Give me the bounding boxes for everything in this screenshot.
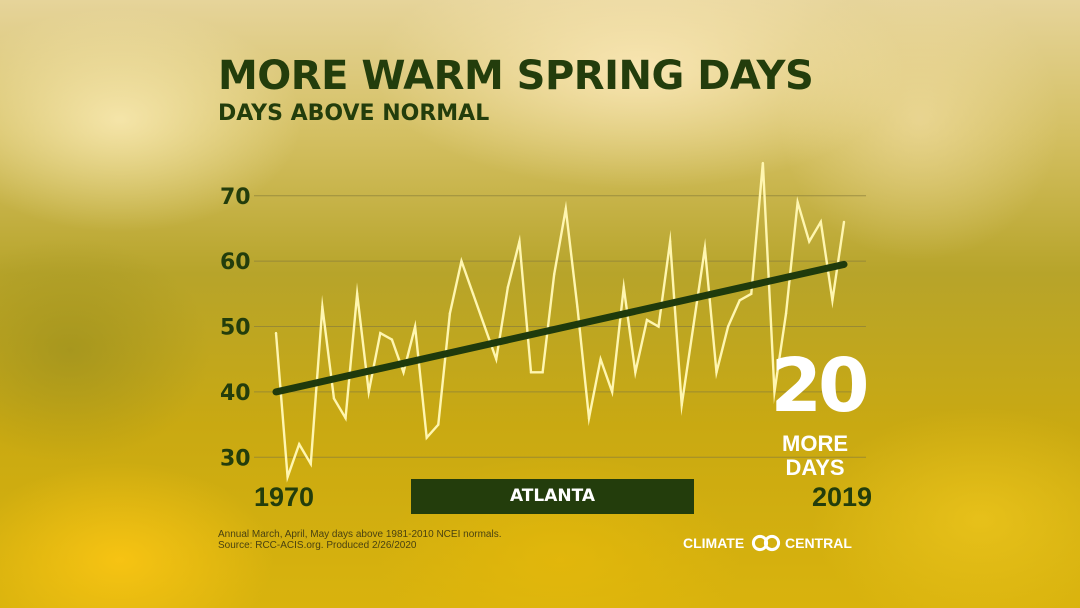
data-point-1990 (506, 286, 510, 289)
data-point-2016 (808, 240, 811, 243)
data-point-1981 (402, 371, 405, 374)
location-label: ATLANTA (411, 479, 694, 514)
brand-logo: CLIMATE CENTRAL (683, 533, 865, 553)
data-point-2003 (657, 325, 660, 328)
data-point-1979 (379, 331, 382, 335)
data-point-1986 (460, 259, 463, 263)
data-point-1999 (610, 390, 614, 394)
y-axis-ticks: 30 40 50 60 70 (220, 185, 251, 472)
y-tick-label-30: 30 (220, 446, 251, 471)
data-point-2006 (692, 325, 695, 328)
trend-line (272, 260, 848, 396)
data-point-2013 (773, 390, 776, 394)
data-point-1974 (321, 305, 324, 309)
data-point-1971 (286, 475, 289, 479)
data-point-2004 (668, 240, 672, 243)
y-tick-label-40: 40 (220, 381, 251, 406)
data-point-1992 (529, 371, 533, 374)
data-point-1977 (355, 292, 359, 296)
linked-rings-icon (751, 534, 781, 552)
source-note-line2: Source: RCC-ACIS.org. Produced 2/26/2020 (218, 540, 417, 551)
data-point-1989 (495, 358, 498, 361)
chart-title: MORE WARM SPRING DAYS (218, 53, 814, 99)
data-point-1978 (367, 390, 370, 394)
y-tick-label-60: 60 (220, 250, 251, 275)
data-point-2011 (750, 292, 753, 296)
data-point-2012 (761, 161, 765, 165)
x-end-label: 2019 (812, 482, 873, 512)
data-point-1984 (437, 423, 440, 426)
data-point-1980 (390, 338, 394, 341)
callout-label: MORE DAYS (782, 431, 848, 480)
data-point-2005 (680, 403, 683, 407)
data-point-1982 (413, 325, 417, 328)
spring-days-series-line (274, 162, 846, 483)
y-tick-label-50: 50 (220, 316, 251, 341)
data-point-2001 (634, 371, 637, 374)
brand-word-central: CENTRAL (785, 535, 852, 551)
data-points (274, 161, 846, 479)
data-point-1998 (599, 358, 602, 361)
data-point-1985 (448, 312, 452, 315)
data-point-1991 (518, 240, 521, 243)
data-point-1976 (344, 416, 347, 420)
data-point-1988 (483, 325, 486, 328)
chart-subtitle: DAYS ABOVE NORMAL (218, 101, 490, 126)
data-point-2008 (715, 371, 718, 374)
source-note-line1: Annual March, April, May days above 1981… (218, 529, 502, 540)
source-note: Annual March, April, May days above 1981… (218, 529, 501, 551)
data-point-2015 (796, 201, 799, 204)
data-point-1983 (425, 436, 428, 439)
callout-number: 20 (770, 343, 870, 429)
data-point-2018 (831, 299, 834, 302)
data-point-1973 (309, 462, 312, 466)
data-point-1975 (332, 397, 336, 400)
data-point-1994 (553, 273, 556, 276)
data-point-1970 (274, 331, 278, 335)
y-tick-label-70: 70 (220, 185, 251, 210)
data-point-2010 (738, 299, 741, 302)
data-point-2007 (703, 246, 707, 250)
data-point-1972 (297, 443, 301, 446)
data-point-2000 (622, 286, 625, 289)
data-point-2009 (726, 325, 730, 328)
x-start-label: 1970 (254, 482, 315, 512)
data-point-2017 (819, 220, 823, 224)
data-point-1993 (541, 371, 544, 374)
data-point-2019 (842, 220, 846, 224)
brand-word-climate: CLIMATE (683, 535, 745, 551)
data-point-2002 (645, 318, 649, 322)
data-point-1995 (564, 207, 567, 211)
data-point-1996 (576, 305, 579, 309)
data-point-2014 (784, 312, 788, 315)
data-point-1987 (471, 292, 475, 296)
data-point-1997 (587, 416, 591, 420)
